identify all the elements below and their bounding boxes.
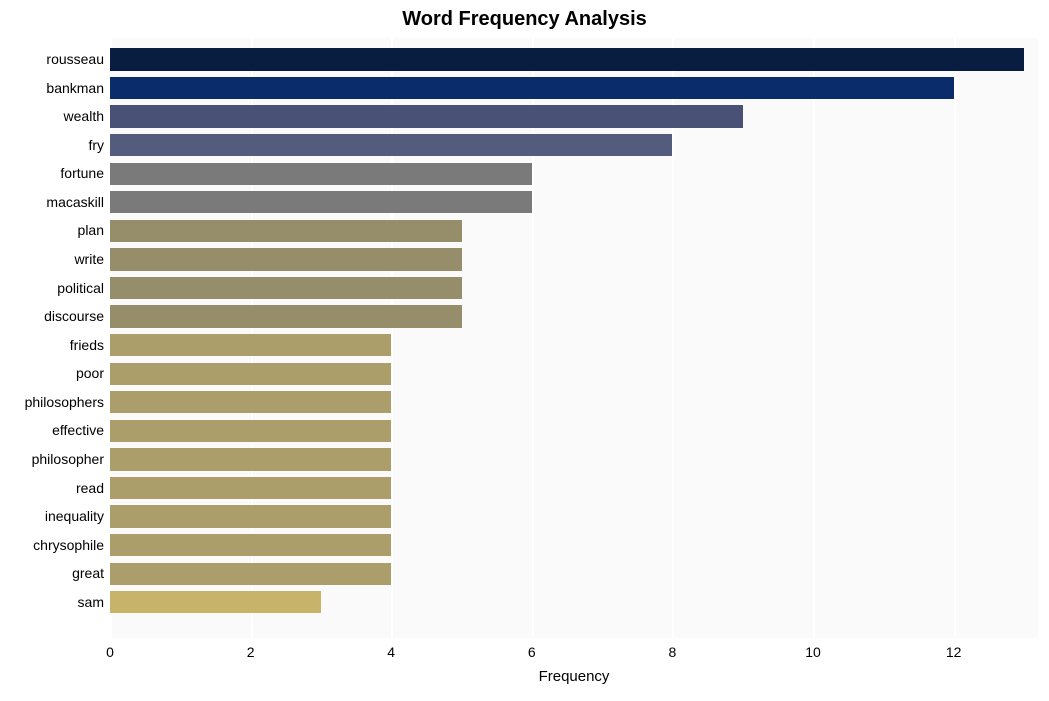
y-tick-label: wealth (64, 108, 104, 124)
grid-line (954, 38, 956, 638)
grid-line (391, 38, 393, 638)
y-tick-label: rousseau (46, 51, 104, 67)
x-tick-label: 8 (669, 644, 677, 660)
y-tick-label: read (76, 480, 104, 496)
bar (110, 334, 391, 356)
bar (110, 591, 321, 613)
y-tick-label: bankman (46, 80, 104, 96)
grid-line (532, 38, 534, 638)
y-tick-label: effective (52, 422, 104, 438)
x-tick-label: 0 (106, 644, 114, 660)
bar (110, 420, 391, 442)
x-tick-label: 10 (805, 644, 821, 660)
bar (110, 220, 462, 242)
bar (110, 505, 391, 527)
bar (110, 248, 462, 270)
y-tick-label: frieds (70, 337, 104, 353)
y-tick-label: fortune (60, 165, 104, 181)
bar (110, 105, 743, 127)
y-tick-label: philosophers (25, 394, 104, 410)
y-tick-label: sam (78, 594, 104, 610)
bar (110, 134, 672, 156)
bar (110, 48, 1024, 70)
chart-title: Word Frequency Analysis (0, 8, 1049, 31)
bar (110, 448, 391, 470)
y-tick-label: discourse (44, 308, 104, 324)
x-axis-label: Frequency (539, 668, 610, 685)
bar (110, 391, 391, 413)
chart-container: Word Frequency Analysis Frequency 0 2 4 6 8 1… (0, 0, 1049, 701)
y-tick-label: macaskill (46, 194, 104, 210)
bar (110, 191, 532, 213)
x-tick-label: 12 (946, 644, 962, 660)
plot-area (110, 38, 1038, 638)
bar (110, 305, 462, 327)
x-tick-label: 2 (247, 644, 255, 660)
grid-line (813, 38, 815, 638)
bar (110, 163, 532, 185)
y-tick-label: plan (78, 222, 104, 238)
bar (110, 477, 391, 499)
y-tick-label: great (72, 565, 104, 581)
bar (110, 363, 391, 385)
grid-line (672, 38, 674, 638)
y-tick-label: political (57, 280, 104, 296)
y-tick-label: fry (88, 137, 104, 153)
bar (110, 534, 391, 556)
y-tick-label: write (74, 251, 104, 267)
x-tick-label: 6 (528, 644, 536, 660)
x-tick-label: 4 (387, 644, 395, 660)
bar (110, 77, 954, 99)
y-tick-label: poor (76, 365, 104, 381)
bar (110, 563, 391, 585)
bar (110, 277, 462, 299)
y-tick-label: chrysophile (33, 537, 104, 553)
y-tick-label: inequality (45, 508, 104, 524)
y-tick-label: philosopher (32, 451, 104, 467)
